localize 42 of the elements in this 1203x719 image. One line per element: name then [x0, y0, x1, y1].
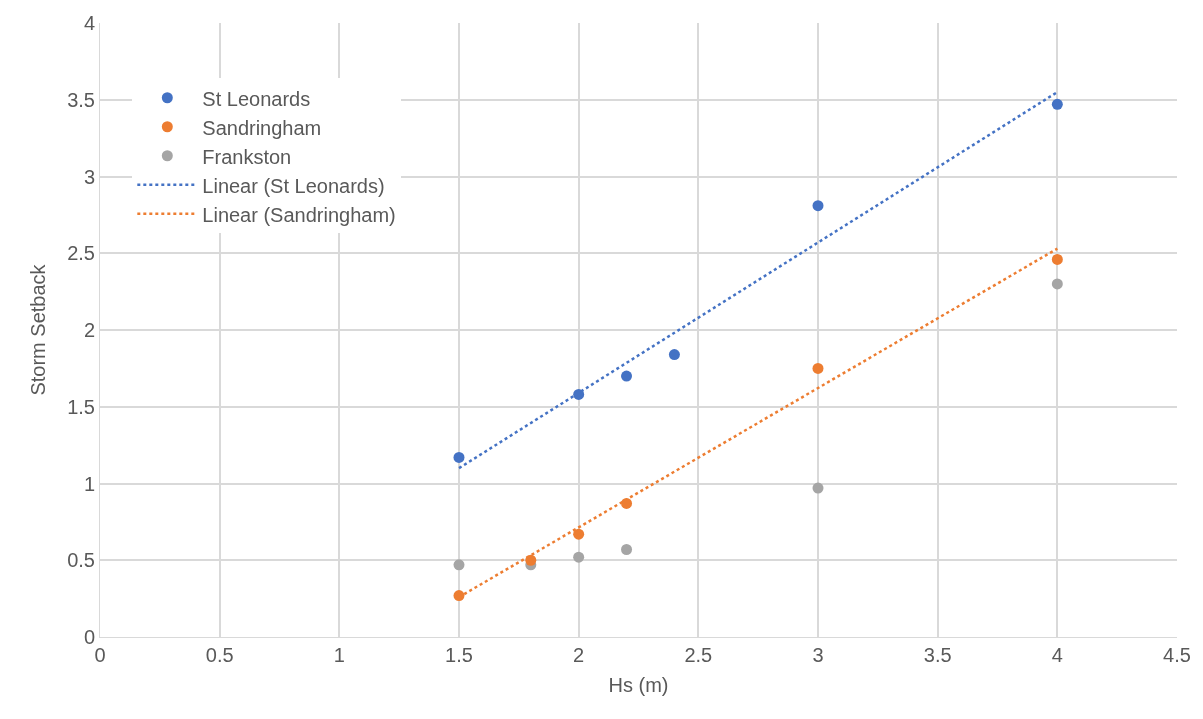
legend-label: Linear (Sandringham) — [202, 203, 396, 226]
point — [1051, 278, 1063, 290]
point — [621, 497, 633, 509]
point — [621, 544, 633, 556]
point — [812, 200, 824, 212]
x-tick-label: 0.5 — [205, 644, 234, 666]
x-axis-title: Hs (m) — [608, 673, 669, 696]
y-tick-label: 0 — [83, 626, 95, 648]
point — [668, 349, 680, 361]
point — [525, 554, 537, 566]
x-tick-label: 2 — [573, 644, 585, 666]
y-tick-label: 4 — [83, 12, 95, 34]
legend-label: Frankston — [202, 145, 292, 168]
point — [453, 559, 465, 571]
point — [1051, 253, 1063, 265]
point — [453, 590, 465, 602]
x-tick-label: 1 — [333, 644, 345, 666]
y-axis-title: Storm Setback — [26, 263, 49, 396]
x-tick-label: 3 — [812, 644, 824, 666]
y-tick-label: 0.5 — [67, 549, 95, 572]
point — [812, 362, 824, 374]
x-tick-label: 4 — [1051, 644, 1063, 666]
y-tick-label: 2 — [83, 319, 95, 341]
y-tick-label: 3 — [83, 165, 95, 188]
point — [573, 388, 585, 400]
point — [453, 451, 465, 463]
legend-label: Sandringham — [202, 116, 322, 139]
y-tick-label: 3.5 — [67, 88, 95, 111]
x-tick-label: 1.5 — [445, 644, 473, 666]
y-tick-label: 1 — [83, 472, 95, 495]
point — [812, 482, 824, 494]
legend-label: St Leonards — [202, 87, 311, 110]
x-tick-label: 3.5 — [923, 644, 952, 666]
point — [573, 528, 585, 540]
point — [573, 551, 585, 563]
legend-label: Linear (St Leonards) — [202, 174, 385, 197]
y-tick-label: 1.5 — [67, 395, 95, 418]
y-tick-label: 2.5 — [67, 242, 95, 265]
point — [1051, 98, 1063, 110]
point — [621, 370, 633, 382]
x-tick-label: 4.5 — [1163, 644, 1191, 666]
x-tick-label: 2.5 — [684, 644, 713, 666]
